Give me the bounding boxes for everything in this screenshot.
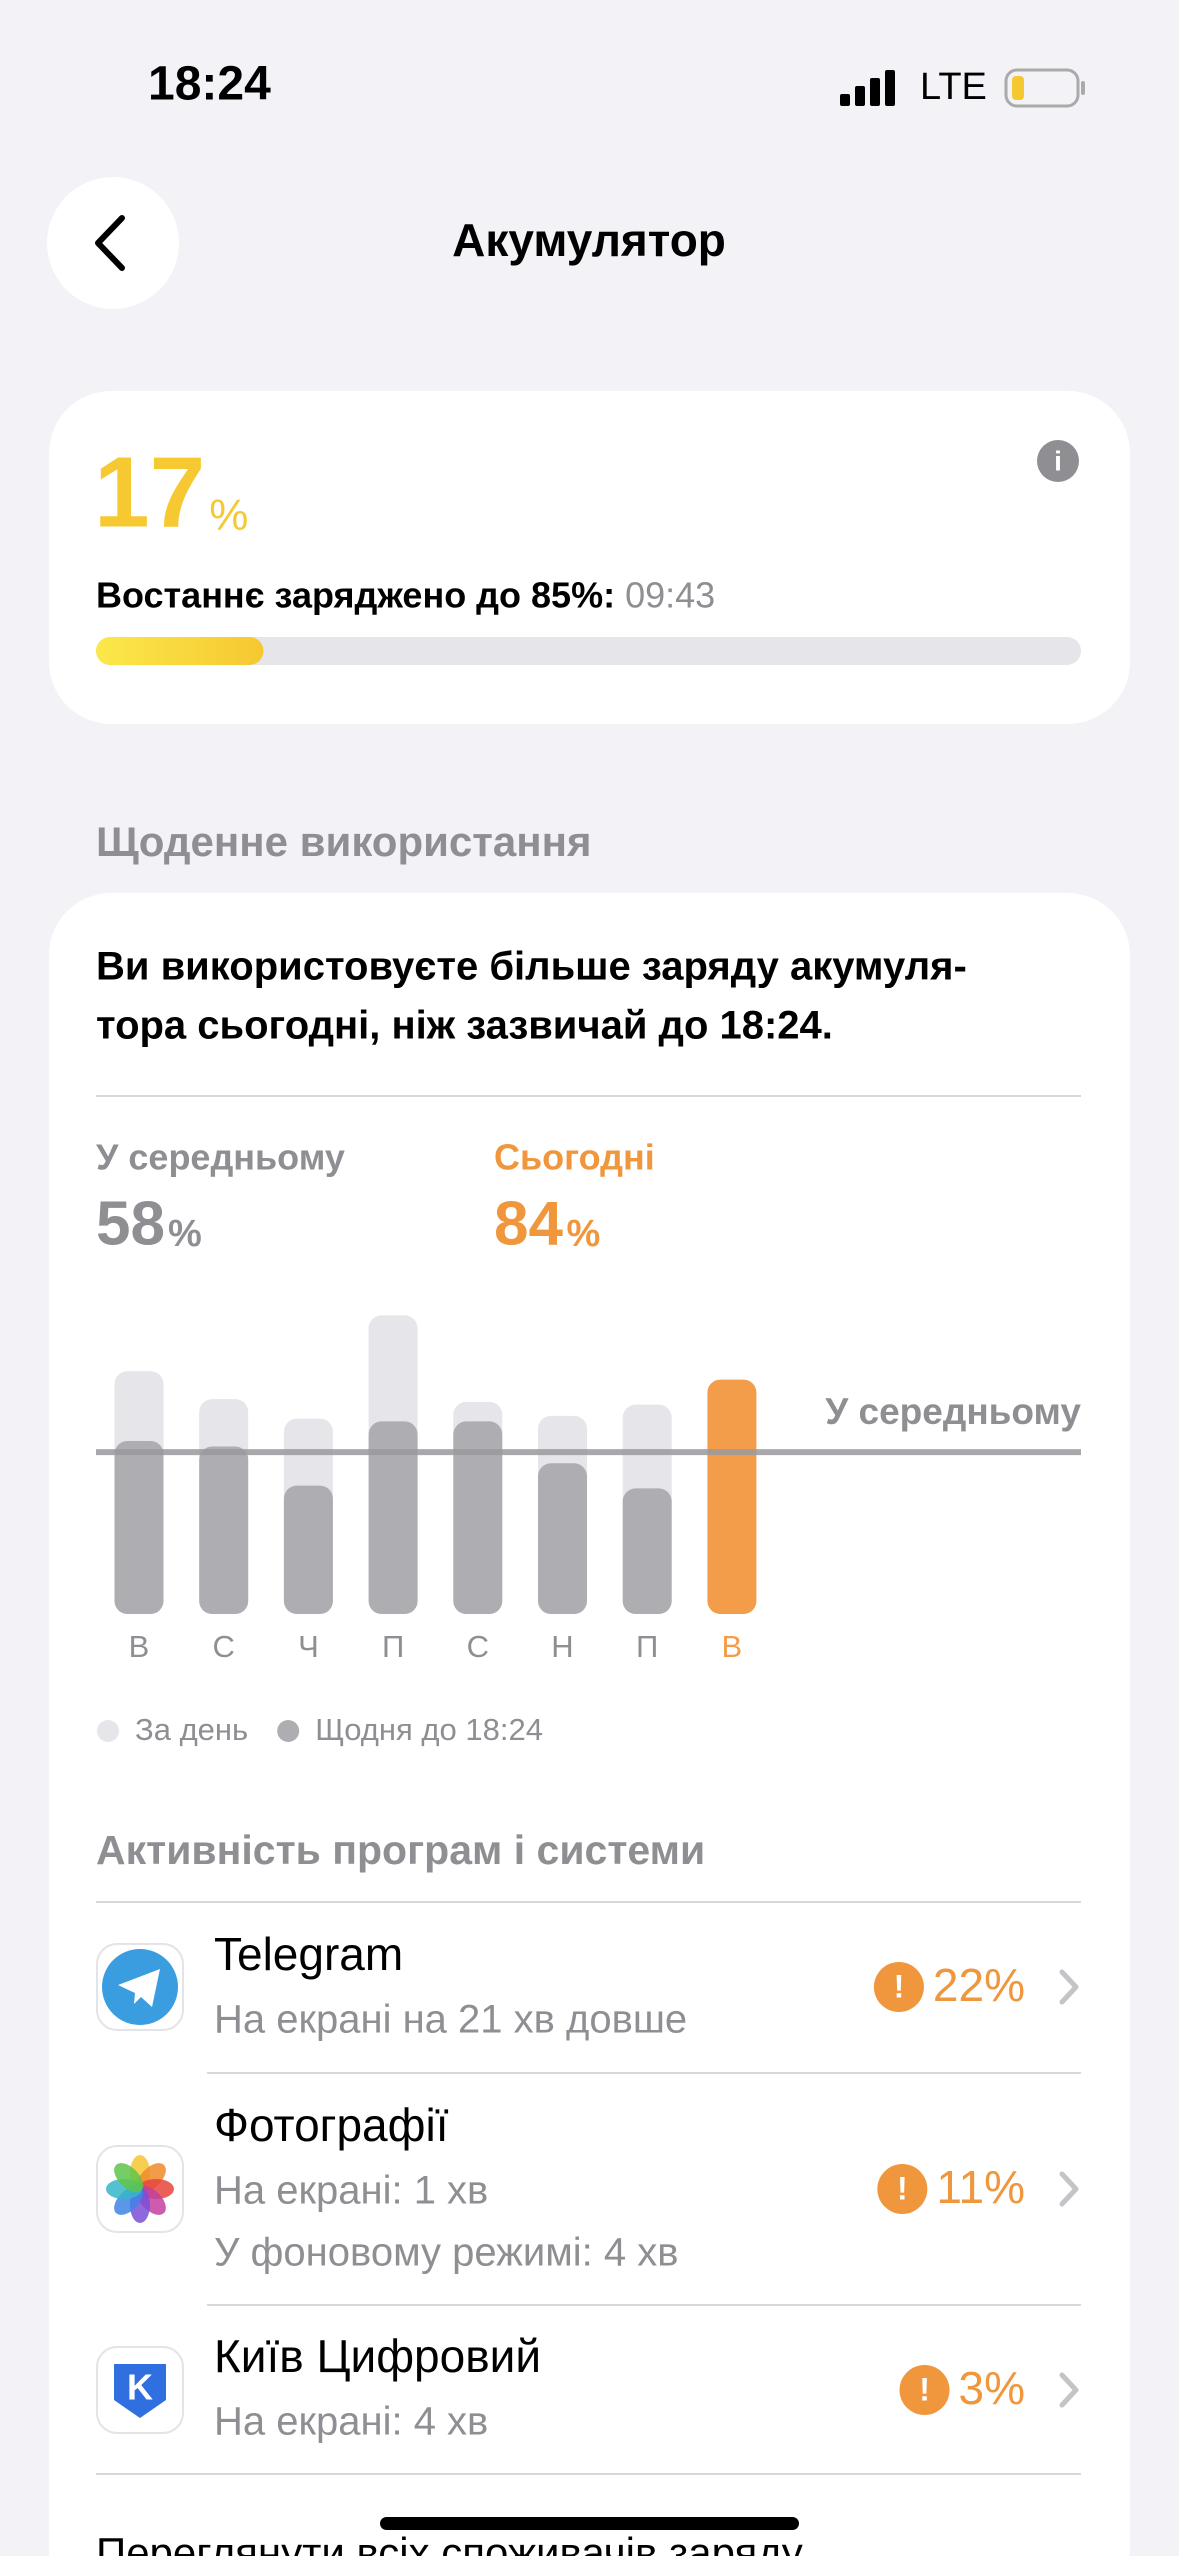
today-label: Сьогодні (494, 1137, 655, 1178)
chevron (1059, 2372, 1079, 2408)
app-list: Telegram На екрані на 21 хв довше 22%! Фото… (96, 1928, 1081, 2475)
app-name: Telegram (214, 1928, 403, 1980)
alert-glyph: ! (919, 2371, 930, 2407)
message-line: тора сьогодні, ніж зазвичай до 18:24. (96, 1004, 833, 1048)
page-title: Акумулятор (452, 214, 726, 266)
app-detail: У фоновому режимі: 4 хв (214, 2231, 679, 2275)
kyiv-icon (114, 2364, 166, 2418)
back-button[interactable] (47, 177, 179, 309)
bar (453, 1421, 503, 1614)
average-label: У середньому (96, 1137, 345, 1178)
day-label: В (722, 1629, 743, 1664)
battery-fill (96, 637, 264, 665)
app-detail: На екрані: 1 хв (214, 2169, 488, 2213)
bar (114, 1440, 164, 1614)
message-line: Ви використовуєте більше заряду акумуля- (96, 945, 967, 989)
battery-level: 17 (94, 436, 205, 548)
telegram-plane (118, 1969, 160, 2007)
time: 18:24 (148, 58, 271, 111)
day-label: П (636, 1629, 658, 1664)
day-label: С (213, 1629, 235, 1664)
usage-card (49, 893, 1130, 2556)
last-charged: Востаннє заряджено до 85%: (96, 575, 615, 616)
battery-track (96, 637, 1081, 665)
average-line-label: У середньому (825, 1391, 1081, 1432)
day-label: В (129, 1629, 150, 1664)
app-name: Київ Цифровий (214, 2330, 541, 2382)
legend-label: Щодня до 18:24 (315, 1712, 543, 1747)
info-glyph: i (1054, 445, 1062, 476)
day-label: Ч (298, 1629, 319, 1664)
usage-chart: В С Ч П С Н П В У середньому За день Щодня до 18:2… (96, 1315, 1081, 1747)
app-percent: 3% (959, 2362, 1025, 2414)
battery-unit: % (209, 491, 248, 540)
app-percent: 22% (933, 1959, 1025, 2011)
kyiv-glyph: K (127, 2367, 153, 2408)
signal (840, 70, 895, 106)
section-title: Щоденне використання (96, 818, 591, 865)
info-button[interactable] (1037, 440, 1079, 482)
day-label: Н (551, 1629, 573, 1664)
battery-card (49, 391, 1130, 724)
today-unit: % (566, 1213, 600, 1255)
section-title: Активність програм і системи (96, 1827, 705, 1873)
bar (368, 1421, 418, 1614)
average-unit: % (168, 1213, 202, 1255)
last-charged-time: 09:43 (625, 575, 715, 616)
app-detail: На екрані на 21 хв довше (214, 1998, 687, 2042)
alert-icon (873, 1962, 924, 2012)
alert-glyph: ! (894, 1968, 905, 2004)
app-detail: На екрані: 4 хв (214, 2400, 488, 2444)
alert-glyph: ! (897, 2170, 908, 2206)
legend-dot (97, 1720, 119, 1742)
back-chevron (95, 215, 125, 271)
alert-icon (899, 2365, 950, 2415)
chevron (1059, 2171, 1079, 2207)
today-value: 84 (494, 1189, 563, 1258)
day-label: С (467, 1629, 489, 1664)
home-indicator (380, 2517, 799, 2530)
app-name: Фотографії (214, 2099, 449, 2151)
photos-petal (114, 2163, 144, 2193)
bar (707, 1379, 757, 1614)
legend-label: За день (135, 1712, 248, 1747)
battery-icon (1004, 68, 1085, 108)
see-all[interactable]: Переглянути всіх споживачів заряду (96, 2529, 803, 2556)
day-label: П (382, 1629, 404, 1664)
alert-icon (877, 2164, 928, 2214)
bar (622, 1488, 672, 1614)
bar (538, 1463, 587, 1614)
average-value: 58 (96, 1189, 165, 1258)
bar (283, 1485, 333, 1614)
legend-dot (277, 1720, 300, 1742)
app-percent: 11% (936, 2161, 1025, 2213)
network: LTE (920, 66, 987, 108)
bar (199, 1446, 249, 1614)
chevron (1059, 1969, 1079, 2005)
